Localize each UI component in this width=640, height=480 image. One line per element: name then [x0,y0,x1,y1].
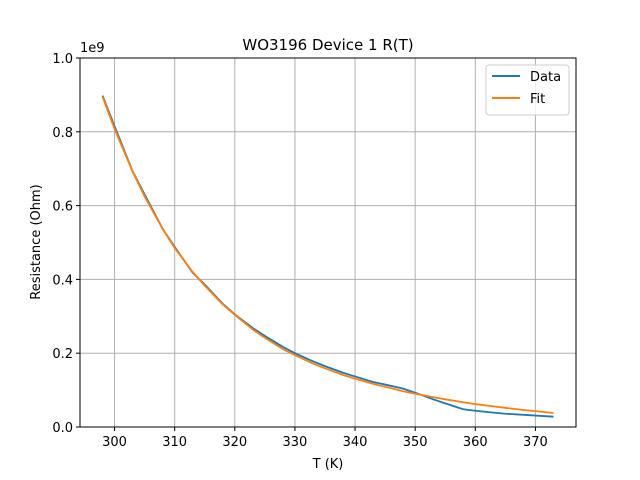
axis-ticks: 300 310 320 330 340 350 360 370 0.0 0.2 0.4 0.6 0.8 1… [52,52,548,450]
series-line-fit [101,96,554,414]
y-tick-label: 0.6 [52,200,73,215]
x-tick-label: 360 [463,435,488,450]
x-tick-label: 320 [222,435,247,450]
x-tick-label: 340 [343,435,368,450]
legend-box [485,64,570,116]
legend-data-label: Data [530,70,561,85]
chart-title: WO3196 Device 1 R(T) [242,36,413,54]
y-offset-label: 1e9 [80,41,105,56]
x-tick-label: 350 [403,435,428,450]
y-tick-label: 0.8 [52,126,73,141]
y-tick-label: 0.2 [52,347,73,362]
x-axis-label: T (K) [312,457,344,472]
y-tick-label: 1.0 [52,52,73,67]
y-tick-label: 0.4 [52,273,73,288]
legend-fit-label: Fit [530,92,545,107]
y-axis-label: Resistance (Ohm) [29,184,44,299]
x-tick-label: 370 [523,435,548,450]
y-tick-label: 0.0 [52,421,73,436]
x-tick-label: 310 [162,435,187,450]
series-lines [101,95,554,418]
legend: Data Fit [485,64,570,116]
plot-frame [79,57,577,428]
x-tick-label: 330 [283,435,308,450]
x-tick-label: 300 [102,435,127,450]
